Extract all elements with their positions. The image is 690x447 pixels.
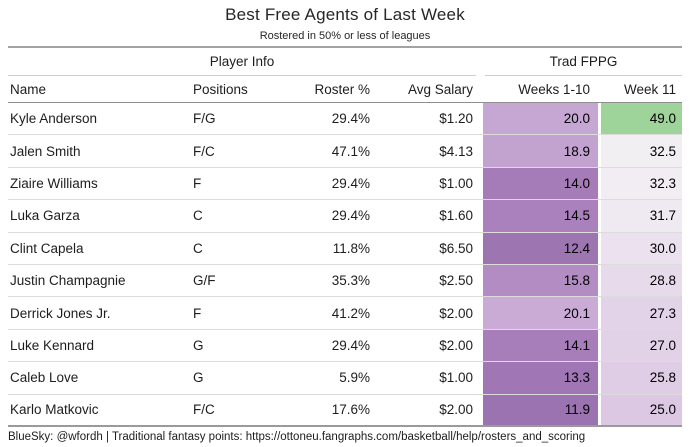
column-gap: [598, 362, 601, 395]
column-group-player-info: Player Info: [8, 48, 476, 76]
column-gap: [481, 200, 483, 233]
week-11-fppg-cell: 27.0: [601, 329, 682, 363]
player-name-cell: Luke Kennard: [8, 330, 190, 363]
week-11-fppg-cell: 31.7: [601, 200, 682, 233]
avg-salary-cell: $1.00: [378, 362, 481, 395]
roster-pct-cell: 29.4%: [290, 330, 378, 363]
page-title: Best Free Agents of Last Week: [225, 5, 465, 24]
column-gap: [481, 168, 483, 201]
column-gap: [481, 265, 483, 298]
positions-cell: G: [190, 362, 290, 395]
roster-pct-cell: 47.1%: [290, 135, 378, 168]
roster-pct-cell: 11.8%: [290, 233, 378, 265]
column-gap: [598, 233, 601, 265]
week-11-fppg-cell: 25.8: [601, 362, 682, 395]
week-11-fppg-cell: 49.0: [601, 103, 682, 136]
positions-cell: C: [190, 233, 290, 265]
header-gap: [598, 76, 601, 103]
avg-salary-cell: $2.00: [378, 330, 481, 363]
positions-cell: F/C: [190, 395, 290, 427]
player-name-cell: Karlo Matkovic: [8, 395, 190, 427]
header-week-11: Week 11: [601, 76, 682, 103]
column-group-gap: [481, 48, 483, 76]
column-gap: [598, 103, 601, 136]
roster-pct-cell: 29.4%: [290, 103, 378, 136]
avg-salary-cell: $2.50: [378, 265, 481, 298]
header-roster-pct: Roster %: [290, 76, 378, 103]
column-group-trad-fppg: Trad FPPG: [485, 48, 682, 76]
positions-cell: F: [190, 168, 290, 201]
positions-cell: F: [190, 297, 290, 330]
column-gap: [598, 265, 601, 298]
avg-salary-cell: $1.00: [378, 168, 481, 201]
avg-salary-cell: $2.00: [378, 297, 481, 330]
player-name-cell: Ziaire Williams: [8, 168, 190, 201]
weeks-1-10-fppg-cell: 15.8: [483, 264, 598, 298]
week-11-fppg-cell: 25.0: [601, 394, 682, 427]
weeks-1-10-fppg-cell: 18.9: [483, 135, 598, 168]
weeks-1-10-fppg-cell: 14.0: [483, 167, 598, 201]
source-footer: BlueSky: @wfordh | Traditional fantasy p…: [8, 431, 586, 443]
week-11-fppg-cell: 28.8: [601, 264, 682, 298]
player-name-cell: Caleb Love: [8, 362, 190, 395]
column-gap: [481, 103, 483, 136]
positions-cell: F/G: [190, 103, 290, 136]
weeks-1-10-fppg-cell: 20.0: [483, 103, 598, 136]
header-gap: [481, 76, 483, 103]
roster-pct-cell: 5.9%: [290, 362, 378, 395]
positions-cell: G: [190, 330, 290, 363]
weeks-1-10-fppg-cell: 12.4: [483, 232, 598, 265]
column-gap: [598, 395, 601, 427]
column-gap: [481, 297, 483, 330]
roster-pct-cell: 29.4%: [290, 200, 378, 233]
week-11-fppg-cell: 30.0: [601, 232, 682, 265]
player-name-cell: Luka Garza: [8, 200, 190, 233]
week-11-fppg-cell: 32.3: [601, 167, 682, 201]
player-name-cell: Clint Capela: [8, 233, 190, 265]
page-subtitle: Rostered in 50% or less of leagues: [259, 30, 431, 42]
column-gap: [598, 297, 601, 330]
header-name: Name: [8, 76, 190, 103]
column-gap: [481, 395, 483, 427]
roster-pct-cell: 35.3%: [290, 265, 378, 298]
player-name-cell: Justin Champagnie: [8, 265, 190, 298]
week-11-fppg-cell: 27.3: [601, 297, 682, 330]
avg-salary-cell: $4.13: [378, 135, 481, 168]
header-positions: Positions: [190, 76, 290, 103]
positions-cell: G/F: [190, 265, 290, 298]
weeks-1-10-fppg-cell: 14.5: [483, 200, 598, 233]
avg-salary-cell: $2.00: [378, 395, 481, 427]
weeks-1-10-fppg-cell: 20.1: [483, 297, 598, 330]
column-gap: [481, 135, 483, 168]
column-gap: [598, 200, 601, 233]
column-gap: [598, 168, 601, 201]
avg-salary-cell: $6.50: [378, 233, 481, 265]
column-gap: [481, 233, 483, 265]
roster-pct-cell: 41.2%: [290, 297, 378, 330]
column-gap: [598, 135, 601, 168]
weeks-1-10-fppg-cell: 11.9: [483, 394, 598, 427]
weeks-1-10-fppg-cell: 14.1: [483, 329, 598, 363]
column-gap: [598, 330, 601, 363]
positions-cell: F/C: [190, 135, 290, 168]
column-gap: [481, 362, 483, 395]
header-avg-salary: Avg Salary: [378, 76, 481, 103]
free-agents-table: Player Info Trad FPPG Name Positions Ros…: [8, 46, 682, 427]
positions-cell: C: [190, 200, 290, 233]
roster-pct-cell: 29.4%: [290, 168, 378, 201]
weeks-1-10-fppg-cell: 13.3: [483, 362, 598, 395]
player-name-cell: Jalen Smith: [8, 135, 190, 168]
column-gap: [481, 330, 483, 363]
roster-pct-cell: 17.6%: [290, 395, 378, 427]
avg-salary-cell: $1.20: [378, 103, 481, 136]
player-name-cell: Derrick Jones Jr.: [8, 297, 190, 330]
avg-salary-cell: $1.60: [378, 200, 481, 233]
header-weeks-1-10: Weeks 1-10: [483, 76, 598, 103]
week-11-fppg-cell: 32.5: [601, 135, 682, 168]
player-name-cell: Kyle Anderson: [8, 103, 190, 136]
